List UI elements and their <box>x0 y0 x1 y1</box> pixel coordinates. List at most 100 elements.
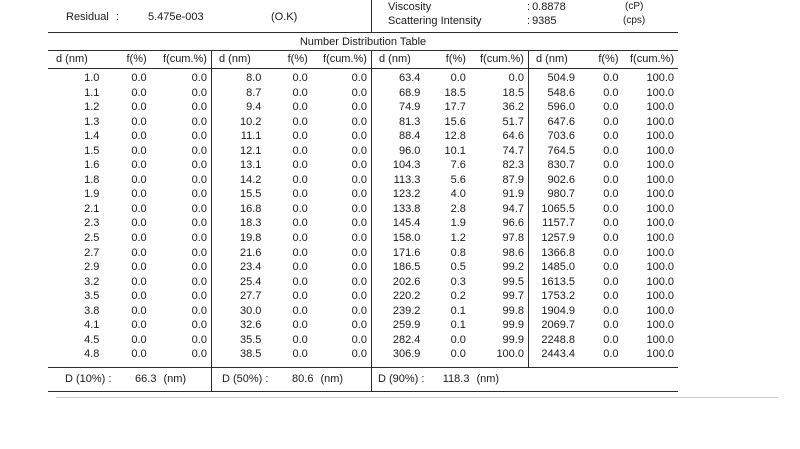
table-cell: 0.0 <box>292 246 308 259</box>
table-cell: 0.0 <box>351 188 367 201</box>
table-cell: 2443.4 <box>541 348 575 361</box>
table-cell: 0.0 <box>603 333 619 346</box>
table-row: 32.6 0.0 0.0 <box>211 318 371 333</box>
table-cell: 548.6 <box>547 86 575 99</box>
table-cell: 81.3 <box>398 115 421 128</box>
table-row: 88.4 12.8 64.6 <box>371 129 528 144</box>
table-cell: 18.5 <box>444 86 466 99</box>
table-row: 74.9 17.7 36.2 <box>371 100 528 115</box>
table-cell: 4.0 <box>450 188 466 201</box>
table-cell: 27.7 <box>239 290 262 303</box>
table-cell: 0.0 <box>191 217 207 230</box>
table-cell: 0.0 <box>603 159 619 172</box>
table-cell: 0.0 <box>131 290 147 303</box>
table-cell: 171.6 <box>392 246 421 259</box>
table-cell: 0.0 <box>191 159 207 172</box>
table-cell: 100.0 <box>646 173 674 186</box>
table-cell: 5.6 <box>450 173 466 186</box>
table-row: 703.6 0.0 100.0 <box>528 129 678 144</box>
column-header: d (nm) <box>219 53 251 65</box>
table-row: 830.7 0.0 100.0 <box>528 158 678 173</box>
table-cell: 259.9 <box>392 319 421 332</box>
table-cell: 0.0 <box>292 202 308 215</box>
table-cell: 902.6 <box>547 173 575 186</box>
table-cell: 0.0 <box>131 232 147 245</box>
table-cell: 18.5 <box>502 86 524 99</box>
table-cell: 282.4 <box>392 333 421 346</box>
table-cell: 596.0 <box>547 101 575 114</box>
table-cell: 0.0 <box>292 261 308 274</box>
d90-unit: (nm) <box>476 373 500 385</box>
table-row: 1.2 0.0 0.0 <box>48 100 211 115</box>
table-cell: 10.1 <box>444 144 466 157</box>
table-cell: 64.6 <box>502 130 524 143</box>
table-cell: 100.0 <box>646 246 674 259</box>
divider-line-header <box>48 68 678 69</box>
table-cell: 0.0 <box>131 319 147 332</box>
table-cell: 0.0 <box>292 130 308 143</box>
table-cell: 0.0 <box>351 333 367 346</box>
table-cell: 0.0 <box>191 319 207 332</box>
table-cell: 100.0 <box>646 144 674 157</box>
table-cell: 0.0 <box>191 188 207 201</box>
table-cell: 0.0 <box>603 101 619 114</box>
table-cell: 158.0 <box>392 232 421 245</box>
table-cell: 99.7 <box>502 290 524 303</box>
table-cell: 0.0 <box>292 290 308 303</box>
table-cell: 2.1 <box>84 202 100 215</box>
table-cell: 0.0 <box>351 202 367 215</box>
table-row: 2.9 0.0 0.0 <box>48 260 211 275</box>
table-cell: 0.8 <box>450 246 466 259</box>
page-edge-line <box>56 397 778 398</box>
summary-row: D (10%) : 66.3 (nm) D (50%) : 80.6 (nm) … <box>48 367 678 391</box>
table-cell: 100.0 <box>646 333 674 346</box>
table-cell: 0.0 <box>351 144 367 157</box>
table-cell: 19.8 <box>239 232 262 245</box>
table-row: 19.8 0.0 0.0 <box>211 231 371 246</box>
table-cell: 0.0 <box>292 159 308 172</box>
table-cell: 647.6 <box>547 115 575 128</box>
table-cell: 0.0 <box>351 246 367 259</box>
table-cell: 15.5 <box>239 188 262 201</box>
table-cell: 239.2 <box>392 304 421 317</box>
divider-line-summary-top <box>48 367 678 368</box>
table-cell: 1.5 <box>84 144 100 157</box>
table-cell: 0.0 <box>450 333 466 346</box>
table-cell: 99.9 <box>502 333 524 346</box>
scattering-intensity-value: :9385 <box>527 15 557 27</box>
table-group: d (nm) f(%) f(cum.%) 63.4 0.0 0.0 68.9 18.5 18.5… <box>371 51 528 362</box>
table-cell: 0.0 <box>351 130 367 143</box>
table-row: 1753.2 0.0 100.0 <box>528 289 678 304</box>
d10-unit: (nm) <box>163 373 187 385</box>
table-cell: 0.0 <box>603 72 619 84</box>
table-row: 1.5 0.0 0.0 <box>48 144 211 159</box>
table-cell: 0.0 <box>351 101 367 114</box>
table-cell: 0.0 <box>603 188 619 201</box>
table-row: 14.2 0.0 0.0 <box>211 173 371 188</box>
table-cell: 0.0 <box>603 173 619 186</box>
table-cell: 0.2 <box>450 290 466 303</box>
table-cell: 94.7 <box>502 202 524 215</box>
table-row: 23.4 0.0 0.0 <box>211 260 371 275</box>
column-header: f(cum.%) <box>479 53 524 65</box>
d10-label: D (10%) : <box>65 373 112 385</box>
table-row: 4.5 0.0 0.0 <box>48 333 211 348</box>
table-cell: 0.0 <box>351 261 367 274</box>
table-cell: 145.4 <box>392 217 421 230</box>
table-cell: 15.6 <box>444 115 466 128</box>
table-row: 1.8 0.0 0.0 <box>48 173 211 188</box>
table-cell: 0.0 <box>450 72 466 84</box>
table-row: 35.5 0.0 0.0 <box>211 333 371 348</box>
residual-status: (O.K) <box>271 11 298 23</box>
column-header: d (nm) <box>56 53 88 65</box>
table-row: 8.7 0.0 0.0 <box>211 86 371 101</box>
table-row: 202.6 0.3 99.5 <box>371 275 528 290</box>
table-row: 1613.5 0.0 100.0 <box>528 275 678 290</box>
table-cell: 63.4 <box>398 72 421 84</box>
table-cell: 10.2 <box>239 115 262 128</box>
table-cell: 0.0 <box>603 86 619 99</box>
table-header-row: d (nm) f(%) f(cum.%) <box>528 51 678 68</box>
table-cell: 0.0 <box>603 304 619 317</box>
table-cell: 0.0 <box>191 348 207 361</box>
